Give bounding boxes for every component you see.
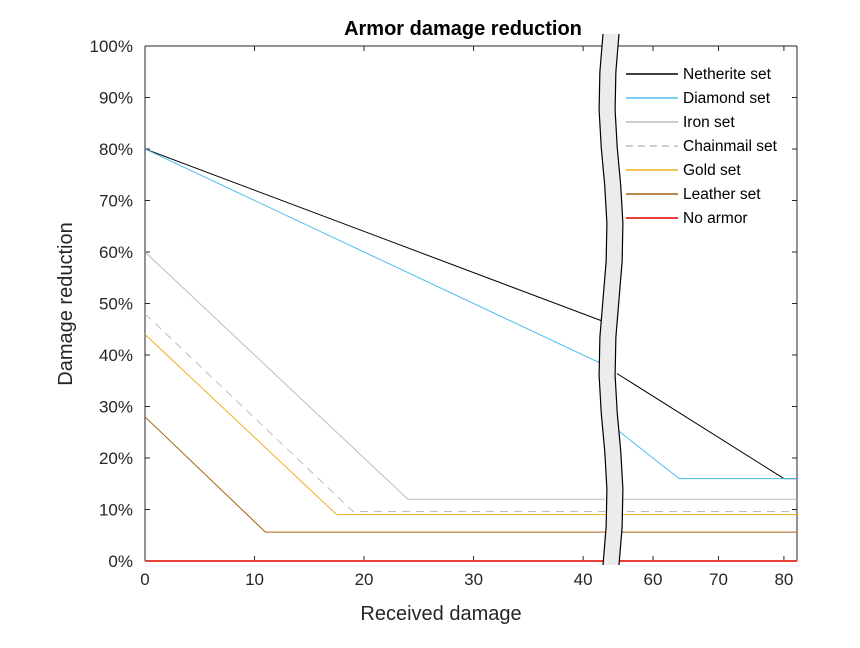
series-line-chainmail-set <box>145 313 605 513</box>
x-tick-label: 70 <box>709 570 728 589</box>
left-panel-series <box>145 148 605 562</box>
y-tick-label: 60% <box>99 243 133 262</box>
legend-label-iron-set: Iron set <box>683 114 735 131</box>
legend-label-gold-set: Gold set <box>683 162 741 179</box>
series-line-iron-set-right <box>617 498 797 500</box>
x-tick-label: 10 <box>245 570 264 589</box>
series-line-netherite-set <box>145 148 605 323</box>
legend-label-leather-set: Leather set <box>683 186 761 203</box>
series-line-gold-set <box>145 334 605 516</box>
y-tick-label: 100% <box>90 37 133 56</box>
y-axis-label: Damage reduction <box>55 222 77 385</box>
y-tick-label: 20% <box>99 449 133 468</box>
x-tick-label: 0 <box>140 570 149 589</box>
x-tick-label: 60 <box>644 570 663 589</box>
legend-label-netherite-set: Netherite set <box>683 66 772 83</box>
chart-title: Armor damage reduction <box>344 18 582 40</box>
series-line-gold-set-right <box>617 514 797 516</box>
x-tick-label: 30 <box>464 570 483 589</box>
y-tick-label: 80% <box>99 140 133 159</box>
series-line-leather-set <box>145 416 605 533</box>
legend-label-diamond-set: Diamond set <box>683 90 771 107</box>
series-line-leather-set-right <box>617 531 797 533</box>
legend-label-chainmail-set: Chainmail set <box>683 138 778 155</box>
legend-label-no-armor: No armor <box>683 210 748 227</box>
axis-break-band <box>599 34 623 565</box>
y-tick-label: 30% <box>99 398 133 417</box>
x-tick-label: 20 <box>355 570 374 589</box>
series-line-diamond-set-right <box>617 429 797 480</box>
y-tick-label: 10% <box>99 501 133 520</box>
legend: Netherite set Diamond set Iron set Chainmai… <box>626 66 778 227</box>
right-panel-series <box>617 372 797 562</box>
y-tick-label: 90% <box>99 89 133 108</box>
y-tick-label: 50% <box>99 295 133 314</box>
x-tick-label: 80 <box>774 570 793 589</box>
y-tick-label: 40% <box>99 346 133 365</box>
axis-break-edge-left <box>598 33 608 566</box>
x-tick-label: 40 <box>574 570 593 589</box>
y-tick-label: 0% <box>108 552 133 571</box>
x-axis-label: Received damage <box>360 603 521 625</box>
y-tick-label: 70% <box>99 192 133 211</box>
series-line-diamond-set <box>145 148 605 366</box>
series-line-chainmail-set-right <box>617 511 797 513</box>
axis-break-edge-right <box>614 33 624 566</box>
series-line-iron-set <box>145 251 605 500</box>
plot-area: 0% 10% 20% 30% 40% 50% 60% 70% 80% 90% 100% 0 10 20 30… <box>90 33 798 589</box>
